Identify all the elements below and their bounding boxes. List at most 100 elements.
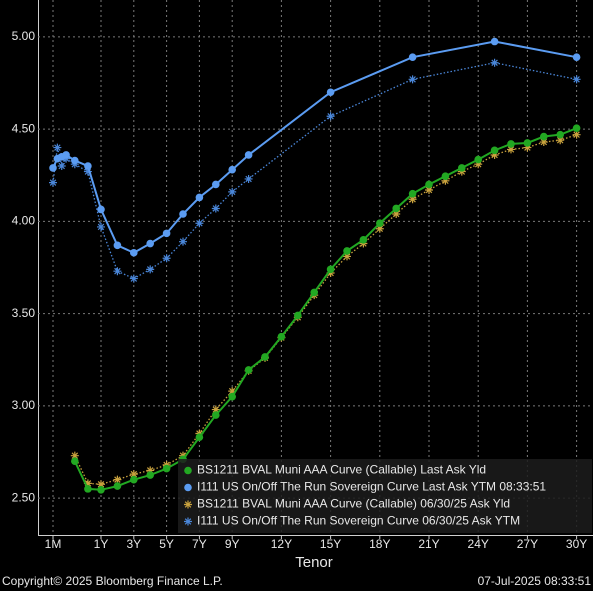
point bbox=[376, 219, 384, 228]
x-tick-label: 15Y bbox=[320, 537, 341, 551]
point bbox=[326, 88, 335, 97]
point bbox=[277, 332, 286, 341]
point bbox=[474, 155, 483, 164]
point bbox=[62, 151, 70, 159]
point bbox=[113, 241, 122, 250]
point bbox=[83, 479, 92, 488]
point bbox=[392, 210, 401, 218]
y-tick-label: 5.00 bbox=[12, 29, 36, 43]
x-tick-label: 30Y bbox=[566, 537, 587, 551]
x-tick-label: 21Y bbox=[418, 537, 439, 551]
point bbox=[572, 130, 581, 139]
legend-label: I111 US On/Off The Run Sovereign Curve 0… bbox=[197, 514, 520, 528]
point bbox=[162, 254, 171, 263]
point bbox=[359, 236, 368, 244]
x-tick-label: 27Y bbox=[517, 537, 538, 551]
point bbox=[261, 353, 269, 361]
y-tick-label: 4.50 bbox=[12, 121, 36, 135]
point bbox=[162, 229, 171, 238]
point bbox=[507, 145, 515, 154]
y-tick-label: 2.50 bbox=[12, 490, 36, 504]
point bbox=[244, 366, 253, 374]
point bbox=[211, 405, 220, 414]
copyright: Copyright© 2025 Bloomberg Finance L.P. bbox=[2, 574, 223, 588]
point bbox=[556, 130, 564, 139]
point bbox=[244, 151, 253, 159]
point bbox=[408, 195, 417, 204]
point bbox=[84, 485, 92, 493]
point bbox=[572, 53, 581, 61]
point bbox=[425, 180, 433, 189]
point bbox=[146, 239, 154, 248]
point bbox=[146, 466, 155, 475]
point bbox=[113, 267, 122, 276]
x-tick-label: 9Y bbox=[225, 537, 240, 551]
legend-label: BS1211 BVAL Muni AAA Curve (Callable) 06… bbox=[197, 497, 510, 511]
point bbox=[162, 464, 171, 473]
x-tick-label: 24Y bbox=[468, 537, 489, 551]
point bbox=[228, 187, 237, 196]
legend-label: BS1211 BVAL Muni AAA Curve (Callable) La… bbox=[197, 463, 486, 477]
point bbox=[540, 132, 548, 141]
point bbox=[523, 139, 532, 147]
point bbox=[71, 457, 79, 466]
point bbox=[113, 482, 122, 490]
x-tick-label: 5Y bbox=[159, 537, 174, 551]
point bbox=[343, 247, 351, 255]
point bbox=[179, 237, 187, 246]
point bbox=[130, 475, 138, 484]
point bbox=[195, 433, 204, 442]
point bbox=[212, 411, 220, 419]
point bbox=[97, 486, 105, 494]
x-tick-label: 12Y bbox=[271, 537, 292, 551]
x-tick-label: 3Y bbox=[126, 537, 141, 551]
legend-box bbox=[178, 459, 592, 533]
point bbox=[179, 210, 187, 218]
point bbox=[97, 205, 105, 214]
timestamp: 07-Jul-2025 08:33:51 bbox=[478, 574, 592, 588]
point bbox=[146, 265, 155, 274]
point bbox=[441, 176, 450, 185]
point bbox=[97, 222, 105, 231]
point bbox=[228, 165, 236, 174]
point bbox=[458, 164, 466, 172]
point bbox=[408, 53, 417, 61]
point bbox=[130, 248, 138, 257]
x-tick-label: 1Y bbox=[94, 537, 109, 551]
point bbox=[49, 178, 57, 187]
series-line bbox=[74, 134, 577, 485]
point bbox=[294, 311, 302, 320]
point bbox=[129, 470, 138, 479]
point bbox=[507, 140, 515, 148]
legend-marker bbox=[184, 517, 192, 526]
point bbox=[97, 480, 105, 489]
legend-marker bbox=[184, 500, 192, 509]
point bbox=[523, 143, 532, 152]
point bbox=[408, 189, 417, 198]
point bbox=[556, 136, 565, 145]
point bbox=[392, 204, 401, 213]
point bbox=[425, 186, 433, 195]
x-tick-label: 1M bbox=[45, 537, 62, 551]
x-axis-title: Tenor bbox=[295, 554, 333, 571]
legend-label: I111 US On/Off The Run Sovereign Curve L… bbox=[197, 480, 546, 494]
point bbox=[490, 146, 499, 155]
point bbox=[310, 288, 319, 297]
point bbox=[84, 162, 92, 170]
point bbox=[441, 172, 450, 180]
point bbox=[146, 471, 154, 479]
legend-marker bbox=[184, 483, 192, 492]
x-tick-label: 18Y bbox=[369, 537, 390, 551]
point bbox=[490, 150, 499, 159]
series-line bbox=[52, 62, 577, 280]
point bbox=[83, 167, 92, 176]
point bbox=[211, 204, 220, 213]
point bbox=[572, 75, 581, 84]
point bbox=[490, 37, 499, 46]
point bbox=[71, 156, 79, 165]
point bbox=[228, 392, 236, 401]
point bbox=[539, 138, 548, 147]
point bbox=[572, 124, 581, 133]
point bbox=[57, 162, 66, 171]
